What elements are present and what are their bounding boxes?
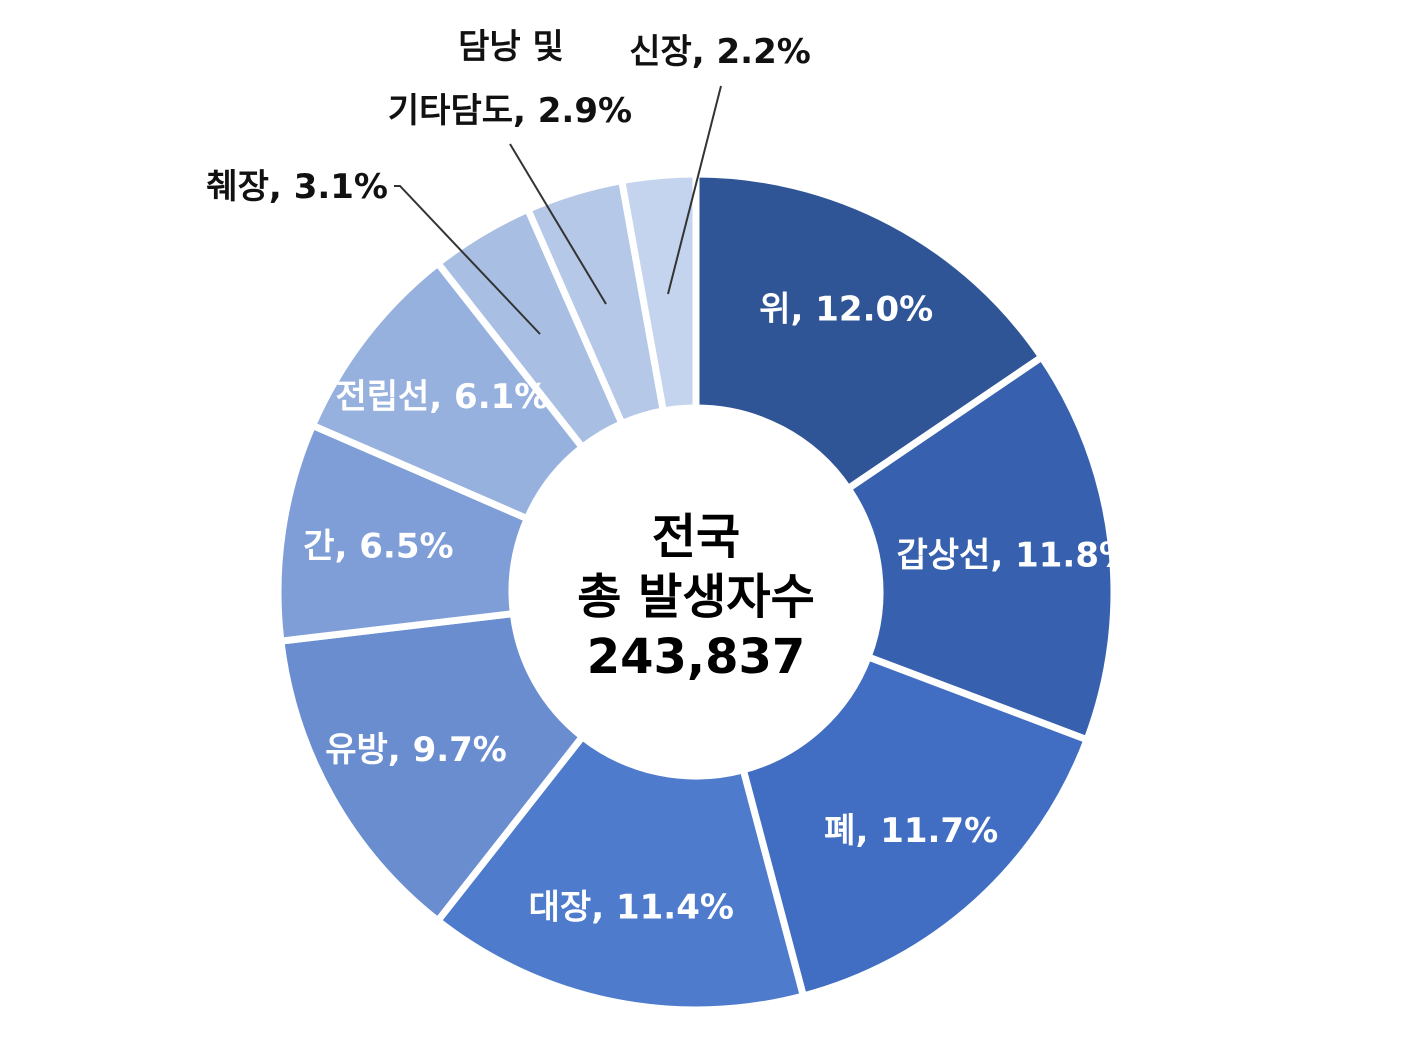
slice-label-간: 간, 6.5%	[303, 526, 453, 566]
slice-label-담낭-및-기타담도-line1: 담낭 및	[458, 27, 564, 67]
slice-label-갑상선: 갑상선, 11.8%	[897, 535, 1134, 575]
leader-lines	[394, 85, 722, 335]
slice-갑상선	[843, 352, 1118, 745]
slice-label-폐: 폐, 11.7%	[824, 811, 998, 851]
leader-line-담낭-및-기타담도	[509, 143, 607, 305]
center-label-line2: 총 발생자수	[577, 569, 815, 625]
center-label-total: 243,837	[587, 629, 806, 685]
slice-label-대장: 대장, 11.4%	[529, 887, 734, 927]
donut-hole	[514, 410, 878, 774]
slice-label-담낭-및-기타담도-line2: 기타담도, 2.9%	[388, 91, 632, 131]
leader-line-췌장	[394, 185, 541, 335]
slice-label-신장: 신장, 2.2%	[629, 32, 811, 72]
leader-line-신장	[667, 85, 722, 295]
slice-labels: 위, 12.0% 갑상선, 11.8% 폐, 11.7% 대장, 11.4% 유방, 9…	[206, 27, 1133, 927]
slice-label-유방: 유방, 9.7%	[325, 730, 507, 770]
slice-label-위: 위, 12.0%	[759, 289, 933, 329]
slice-label-췌장: 췌장, 3.1%	[206, 167, 388, 207]
slice-신장	[617, 170, 700, 415]
slices-layer	[274, 170, 1118, 1014]
slice-유방	[277, 609, 588, 926]
slice-폐	[738, 652, 1092, 1001]
slice-위	[692, 170, 1047, 494]
center-label: 전국 총 발생자수 243,837	[577, 509, 815, 685]
slice-label-전립선: 전립선, 6.1%	[335, 377, 548, 417]
center-label-line1: 전국	[652, 509, 740, 565]
